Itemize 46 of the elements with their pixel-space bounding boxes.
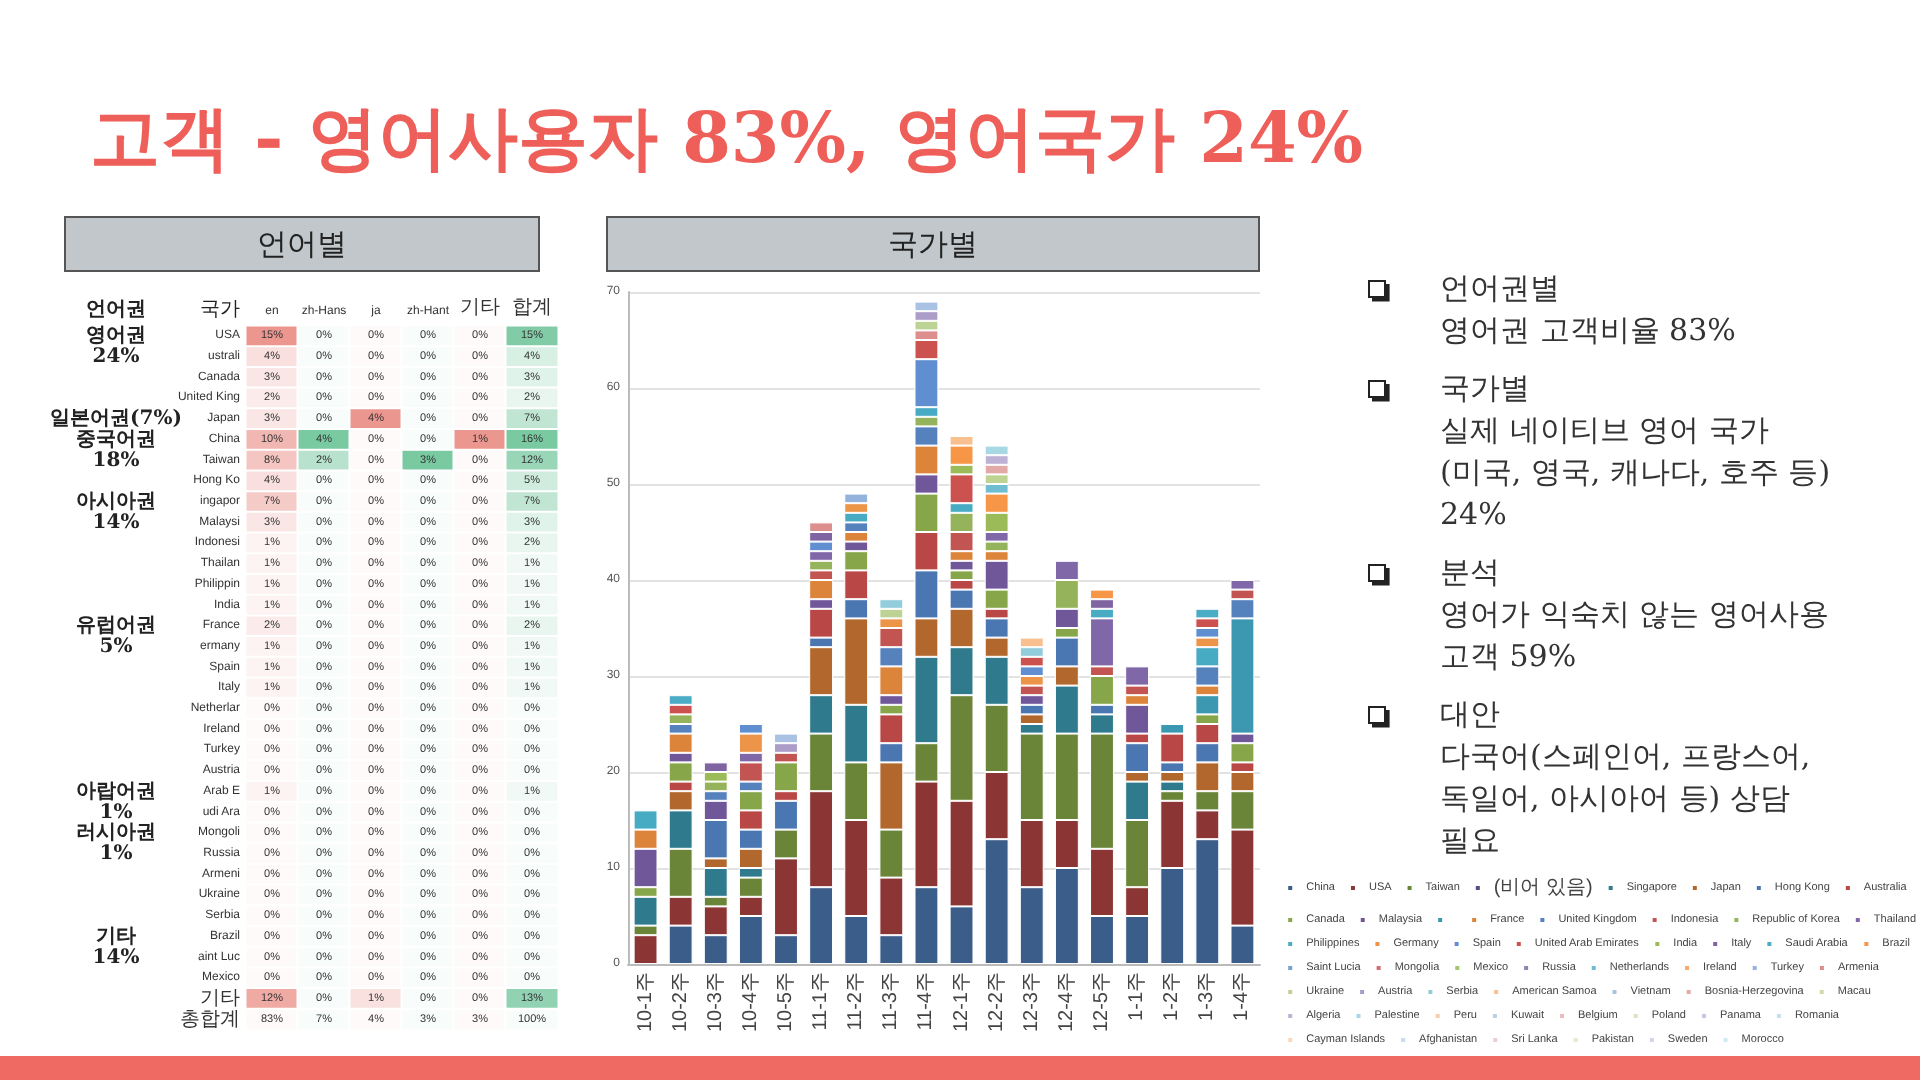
legend-label: (비어 있음) [1493,877,1593,899]
x-tick-label: 1-1주 [1126,972,1149,1021]
x-tick-label: 12-2주 [985,972,1008,1033]
x-tick-label: 11-1주 [810,972,833,1031]
y2-tick-label: 5% [99,635,134,658]
y2-tick-label: 14% [92,946,141,969]
x-tick-label: 10-2주 [669,972,692,1033]
y2-tick-label: 14% [92,511,141,534]
x-tick-label: 12-4주 [1055,972,1078,1033]
x-tick-label: 11-4주 [915,972,938,1031]
x-tick-label: 1-4주 [1231,972,1254,1021]
x-tick-label: 12-5주 [1091,972,1113,1033]
chart-title: 언어별 [64,216,540,272]
text: 국가별 실제 네이티브 영어 국가 (미국, 영국, 캐나다, 호주 등) 24% [1440,368,1833,536]
y2-tick-label: 영어권 [86,325,146,348]
y2-tick-label: 유럽어권 [76,615,156,638]
x-tick-label: 10-4주 [739,972,762,1033]
y2-tick-label: 러시아권 [76,822,156,845]
y2-tick-label: 중국어권 [76,428,156,451]
y2-tick-label: 1% [99,843,134,865]
y2-tick-label: 1% [99,801,134,824]
x-tick-label: 10-5주 [775,972,797,1033]
y2-tick-label: 18% [92,449,141,472]
x-tick-label: 12-3주 [1020,972,1043,1033]
text: 언어권 [86,299,146,321]
x-tick-label: 11-3주 [880,972,903,1031]
text: 고객 - 영어사용자 83%, 영어국가 24% [90,95,1364,183]
chart-title: 국가별 [606,216,1260,272]
x-tick-label: 10-3주 [704,972,727,1033]
x-tick-label: 1-2주 [1161,972,1184,1021]
text: 언어권별 영어권 고객비율 83% [1440,268,1738,352]
y2-tick-label: 일본어권(7%) [50,408,182,431]
y2-tick-label: 아시아권 [76,491,156,513]
y2-tick-label: 24% [92,346,141,369]
x-tick-label: 1-3주 [1196,972,1219,1021]
y2-tick-label: 아랍어권 [76,780,156,803]
x-tick-label: 합계 [512,297,552,319]
y2-tick-label: 기타 [96,925,136,948]
x-tick-label: 10-1주 [634,972,657,1033]
x-tick-label: 기타 [460,297,500,319]
y-tick-label: 총합계 [180,1008,240,1031]
y-axis-title: 국가 [200,299,240,321]
x-tick-label: 11-2주 [845,972,868,1031]
text: 대안 다국어(스페인어, 프랑스어, 독일어, 아시아어 등) 상담 필요 [1440,694,1813,862]
text: 분석 영어가 익숙치 않는 영어사용 고객 59% [1440,552,1831,678]
x-tick-label: 12-1주 [950,972,973,1033]
